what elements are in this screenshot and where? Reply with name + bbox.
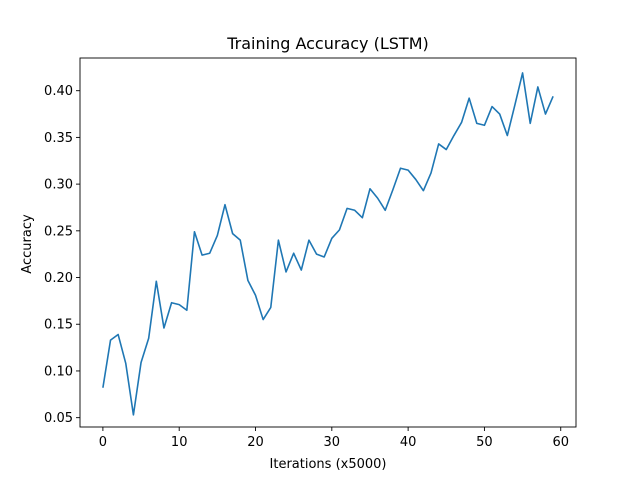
y-tick-label: 0.30 [44, 178, 73, 193]
y-axis-ticks: 0.05 0.10 0.15 0.20 0.25 0.30 0.35 0.40 [44, 84, 80, 426]
x-tick-label: 30 [324, 435, 341, 450]
y-tick-label: 0.20 [44, 271, 73, 286]
chart-title: Training Accuracy (LSTM) [226, 34, 428, 53]
y-tick-label: 0.15 [44, 318, 73, 333]
x-tick-label: 0 [99, 435, 107, 450]
y-tick-label: 0.40 [44, 84, 73, 99]
x-tick-label: 20 [247, 435, 264, 450]
x-tick-label: 40 [400, 435, 417, 450]
y-tick-label: 0.25 [44, 224, 73, 239]
series-line-0 [102, 72, 554, 416]
y-axis-label: Accuracy [20, 214, 35, 274]
x-tick-label: 60 [552, 435, 569, 450]
axes [79, 57, 577, 428]
x-axis-label: Iterations (x5000) [270, 457, 387, 472]
x-tick-label: 10 [171, 435, 188, 450]
y-tick-label: 0.35 [44, 131, 73, 146]
x-axis-ticks: 0 10 20 30 40 50 60 [99, 427, 569, 450]
series-lines [102, 72, 554, 416]
y-tick-label: 0.05 [44, 411, 73, 426]
plot-frame [79, 57, 577, 428]
x-tick-label: 50 [476, 435, 493, 450]
y-tick-label: 0.10 [44, 364, 73, 379]
